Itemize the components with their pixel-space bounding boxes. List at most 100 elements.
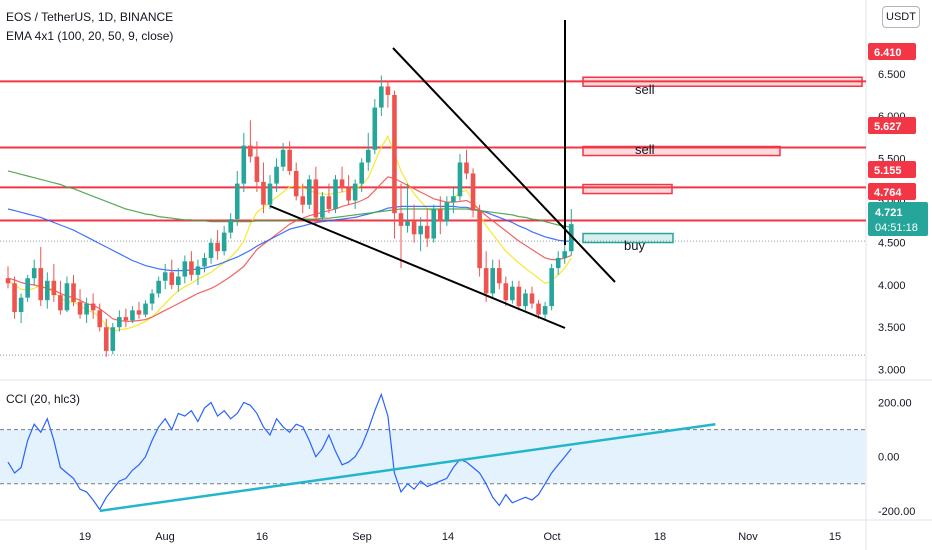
candle-body — [529, 293, 535, 304]
cci-trendline — [99, 422, 716, 513]
candle-body — [202, 257, 207, 267]
candle-body — [241, 145, 247, 184]
sell-zone — [582, 183, 673, 195]
candle-body — [31, 268, 37, 279]
candle-body — [536, 303, 541, 315]
candle-body — [149, 293, 155, 304]
candle-body — [320, 196, 325, 218]
candle-body — [385, 86, 391, 95]
candle-body — [569, 224, 574, 252]
candle-body — [346, 187, 351, 201]
candle-body — [90, 303, 96, 311]
price-tick-label: 3.000 — [878, 364, 906, 376]
candle-body — [293, 170, 299, 197]
buy-zone — [582, 232, 674, 244]
candle-body — [136, 310, 142, 315]
candle-body — [365, 149, 371, 163]
ema-line — [7, 176, 572, 322]
ema-line — [7, 170, 572, 229]
candle-body — [64, 283, 70, 311]
candle-body — [307, 179, 312, 205]
candle-body — [438, 208, 443, 222]
time-tick-label: Oct — [543, 531, 560, 543]
candle-body — [84, 303, 89, 315]
time-tick-label: 14 — [442, 531, 454, 543]
candle-body — [97, 310, 102, 328]
candle-body — [58, 295, 63, 311]
candle-body — [110, 327, 116, 351]
ema-indicator-legend[interactable]: EMA 4x1 (100, 20, 50, 9, close) — [6, 29, 174, 43]
candle-body — [248, 145, 253, 157]
candle-body — [483, 268, 489, 294]
symbol-title: EOS / TetherUS, 1D, BINANCE — [6, 10, 174, 24]
candle-body — [510, 286, 515, 301]
candle-body — [254, 156, 260, 182]
candle-body — [208, 242, 214, 258]
candle-body — [300, 196, 306, 205]
candle-body — [451, 196, 456, 203]
time-tick-label: 19 — [79, 531, 91, 543]
candle-body — [523, 293, 528, 307]
candle-body — [162, 272, 168, 281]
time-tick-label: 16 — [256, 531, 268, 543]
cci-line — [7, 392, 572, 511]
candle-body — [38, 268, 44, 301]
candle-body — [405, 221, 410, 226]
candle-body — [424, 225, 430, 239]
candle-body — [398, 213, 404, 226]
price-label-badge — [868, 183, 916, 200]
candle-body — [464, 162, 469, 174]
cci-indicator-legend[interactable]: CCI (20, hlc3) — [6, 392, 81, 406]
candle-body — [490, 268, 495, 294]
candle-body — [372, 107, 378, 150]
sell-note-2: sell — [635, 142, 655, 157]
candle-body — [496, 268, 502, 284]
candle-body — [392, 94, 397, 214]
candle-body — [379, 86, 384, 108]
candle-body — [130, 310, 135, 321]
candle-body — [195, 266, 201, 275]
time-tick-label: Aug — [155, 531, 175, 543]
candle-body — [326, 196, 332, 209]
candle-body — [274, 166, 279, 184]
price-tick-label: 3.500 — [878, 322, 906, 334]
candle-body — [25, 278, 30, 298]
candle-body — [503, 283, 509, 301]
price-label: 4.764 — [874, 187, 902, 199]
candle-body — [444, 202, 450, 222]
candle-body — [352, 183, 358, 201]
price-label-badge — [868, 117, 916, 134]
candle-body — [117, 317, 122, 328]
candle-body — [12, 283, 17, 313]
candle-body — [228, 219, 233, 233]
candle-body — [457, 162, 463, 197]
sell-note-1: sell — [635, 82, 655, 97]
candle-body — [176, 276, 181, 285]
currency-button[interactable]: USDT — [882, 6, 920, 28]
price-label: 5.155 — [874, 165, 902, 177]
candle-body — [411, 221, 417, 235]
cci-tick-label: 0.00 — [878, 452, 899, 464]
candle-body — [123, 317, 129, 321]
candle-body — [333, 179, 338, 209]
time-tick-label: 15 — [829, 531, 841, 543]
countdown-label: 04:51:18 — [875, 222, 918, 234]
candle-body — [143, 303, 148, 315]
candle-body — [339, 179, 345, 188]
candle-body — [261, 181, 266, 205]
time-tick-label: Nov — [738, 531, 758, 543]
cci-band-fill — [0, 429, 866, 484]
current-price-label: 4.721 — [875, 207, 903, 219]
candle-body — [45, 280, 50, 301]
candle-body — [431, 208, 437, 239]
candle-body — [418, 225, 423, 235]
sell-zone — [582, 76, 863, 87]
candle-body — [5, 278, 11, 284]
candle-body — [71, 283, 76, 302]
candle-body — [549, 268, 554, 307]
time-tick-label: 18 — [654, 531, 666, 543]
sell-zone — [582, 145, 781, 157]
candle-body — [477, 210, 482, 269]
buy-note: buy — [624, 238, 645, 253]
